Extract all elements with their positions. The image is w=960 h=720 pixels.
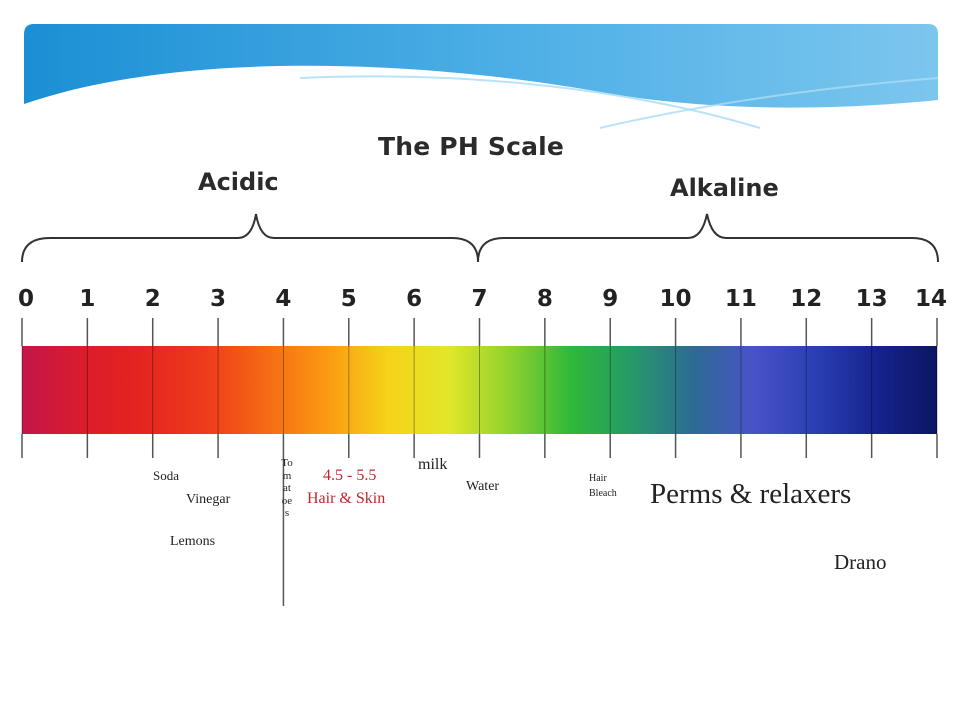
page-title: The PH Scale: [378, 132, 565, 161]
hair-bleach-label-line1: Hair: [589, 473, 607, 484]
ph-tick-label: 3: [210, 286, 227, 312]
ph-tick-label: 4: [275, 286, 292, 312]
perms-relaxers-label: Perms & relaxers: [650, 478, 852, 510]
milk-label: milk: [418, 456, 448, 473]
tomatoes-label: Tomatoes: [281, 457, 293, 520]
ph-tick-label: 5: [340, 286, 357, 312]
hair-bleach-label-line2: Bleach: [589, 488, 617, 499]
ph-tick-label: 10: [659, 286, 692, 312]
hair-skin-label: Hair & Skin: [307, 490, 386, 507]
ph-tick-label: 2: [144, 286, 161, 312]
ph-tick-label: 13: [855, 286, 888, 312]
ph-tick-label: 6: [406, 286, 423, 312]
alkaline-brace: [477, 213, 939, 263]
ph-tick-label: 1: [79, 286, 96, 312]
alkaline-label: Alkaline: [670, 174, 779, 202]
soda-label: Soda: [153, 468, 179, 483]
water-label: Water: [466, 479, 500, 494]
header-banner: [24, 24, 939, 129]
vinegar-label: Vinegar: [186, 492, 231, 507]
ph-tick-label: 14: [914, 286, 947, 312]
banner-wave-1: [299, 75, 761, 129]
ph-tick-label: 0: [17, 286, 34, 312]
lemons-label: Lemons: [170, 534, 216, 549]
ph-tick-label: 12: [790, 286, 823, 312]
hair-skin-range: 4.5 - 5.5: [323, 467, 377, 484]
drano-label: Drano: [834, 550, 887, 574]
tick-lines: [21, 318, 938, 606]
ph-tick-label: 7: [471, 286, 488, 312]
ph-color-bar: [22, 346, 937, 434]
ph-tick-label: 8: [536, 286, 553, 312]
ph-tick-label: 11: [724, 286, 757, 312]
banner-wave-2: [599, 77, 939, 129]
acidic-brace: [21, 213, 479, 263]
ph-tick-label: 9: [602, 286, 619, 312]
acidic-label: Acidic: [198, 168, 279, 196]
banner-swoosh: [24, 65, 938, 128]
